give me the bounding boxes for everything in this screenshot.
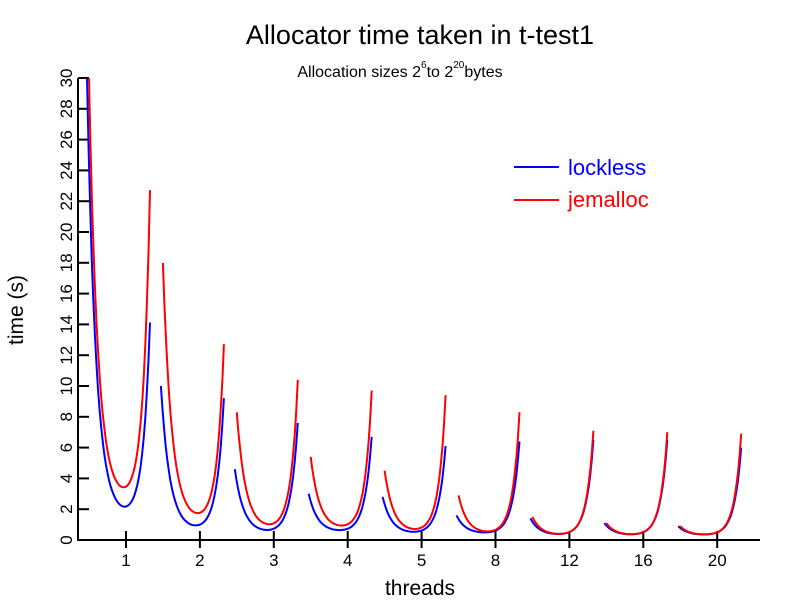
series-jemalloc-group-2 [161, 262, 225, 515]
x-tick-label: 5 [417, 551, 426, 570]
y-tick-label: 24 [57, 161, 76, 180]
y-tick-label: 12 [57, 346, 76, 365]
y-tick-label: 22 [57, 192, 76, 211]
chart-title: Allocator time taken in t-test1 [246, 20, 594, 50]
x-tick-label: 2 [195, 551, 204, 570]
y-tick-label: 30 [57, 69, 76, 88]
y-tick-label: 2 [57, 504, 76, 513]
y-tick-label: 6 [57, 443, 76, 452]
y-tick-label: 8 [57, 412, 76, 421]
y-tick-label: 18 [57, 253, 76, 272]
x-tick-label: 20 [708, 551, 727, 570]
y-tick-label: 14 [57, 315, 76, 334]
y-tick-label: 28 [57, 99, 76, 118]
subtitle-exp1: 6 [421, 60, 427, 71]
series-lockless-group-12 [529, 439, 595, 535]
x-tick-label: 8 [491, 551, 500, 570]
y-tick-label: 10 [57, 377, 76, 396]
legend-label-jemalloc: jemalloc [567, 187, 649, 212]
series-jemalloc-group-20 [679, 433, 743, 536]
series-lockless-group-3 [233, 422, 299, 531]
y-axis-label: time (s) [5, 275, 28, 345]
chart-subtitle: Allocation sizes 26to 220bytes [297, 60, 502, 81]
x-tick-label: 12 [560, 551, 579, 570]
series-jemalloc-group-12 [531, 430, 595, 535]
y-tick-label: 0 [57, 535, 76, 544]
x-tick-label: 16 [634, 551, 653, 570]
series-jemalloc-group-8 [457, 412, 521, 533]
series-jemalloc-group-16 [605, 432, 669, 536]
x-axis-label: threads [385, 577, 455, 600]
series-lockless-group-4 [307, 436, 373, 532]
series-lockless-group-20 [677, 447, 743, 536]
x-tick-label: 3 [269, 551, 278, 570]
x-tick-label: 1 [121, 551, 130, 570]
y-tick-label: 20 [57, 223, 76, 242]
series-lockless-group-16 [603, 439, 669, 536]
x-tick-label: 4 [343, 551, 352, 570]
y-tick-label: 26 [57, 130, 76, 149]
subtitle-suffix: bytes [464, 64, 502, 81]
series-lockless-group-5 [381, 445, 447, 533]
subtitle-middle: to 2 [427, 64, 454, 81]
series-lockless-group-1 [86, 78, 151, 508]
y-tick-label: 4 [57, 474, 76, 483]
subtitle-prefix: Allocation sizes 2 [297, 64, 421, 81]
y-tick-label: 16 [57, 284, 76, 303]
series-jemalloc-group-5 [383, 395, 447, 531]
series-jemalloc-group-3 [235, 379, 299, 526]
series-lockless-group-2 [159, 386, 225, 527]
legend-label-lockless: lockless [568, 155, 646, 180]
series-jemalloc-group-4 [309, 390, 373, 527]
legend: lockless jemalloc [514, 155, 649, 212]
series-jemalloc-group-1 [88, 78, 151, 489]
subtitle-exp2: 20 [453, 60, 465, 71]
